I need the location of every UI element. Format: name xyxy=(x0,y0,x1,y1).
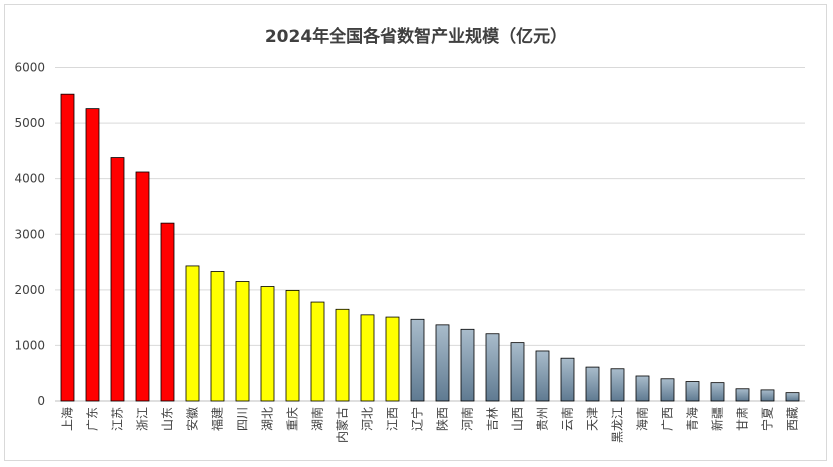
bar xyxy=(135,171,150,402)
bar xyxy=(185,265,200,402)
x-tick-label: 湖南 xyxy=(310,407,325,431)
x-tick-label: 福建 xyxy=(210,407,225,431)
y-tick-label: 0 xyxy=(37,394,45,408)
bar xyxy=(435,324,450,402)
bar xyxy=(710,382,725,402)
bar xyxy=(635,375,650,402)
bar xyxy=(735,388,750,402)
x-tick-label: 浙江 xyxy=(136,407,150,431)
chart-title: 2024年全国各省数智产业规模（亿元） xyxy=(265,26,567,47)
x-tick-label: 陕西 xyxy=(435,407,450,431)
x-tick-label: 江苏 xyxy=(111,407,125,431)
bar xyxy=(360,314,375,402)
bar xyxy=(210,271,225,402)
bar xyxy=(235,281,250,402)
x-tick-label: 宁夏 xyxy=(760,407,775,431)
bar xyxy=(785,392,800,402)
x-tick-label: 黑龙江 xyxy=(611,407,625,443)
x-tick-label: 安徽 xyxy=(185,407,200,431)
y-tick-label: 6000 xyxy=(14,61,45,75)
bar xyxy=(335,308,350,402)
y-tick-label: 3000 xyxy=(14,227,45,241)
bar xyxy=(610,368,625,402)
bar xyxy=(60,93,75,402)
y-tick-label: 1000 xyxy=(14,338,45,352)
bar xyxy=(535,350,550,402)
x-tick-label: 贵州 xyxy=(536,407,550,431)
y-tick-label: 4000 xyxy=(14,172,45,186)
x-tick-label: 吉林 xyxy=(486,407,500,431)
x-tick-label: 河南 xyxy=(460,407,475,431)
x-tick-label: 新疆 xyxy=(710,407,725,431)
bar xyxy=(660,378,675,402)
bar xyxy=(510,342,525,402)
x-tick-label: 重庆 xyxy=(286,407,300,431)
x-tick-label: 湖北 xyxy=(260,407,275,431)
x-tick-label: 云南 xyxy=(560,407,575,431)
x-tick-label: 辽宁 xyxy=(410,407,425,431)
bar xyxy=(285,289,300,402)
y-tick-label: 5000 xyxy=(14,116,45,130)
bar xyxy=(685,381,700,402)
x-tick-label: 天津 xyxy=(586,407,600,431)
x-tick-label: 广东 xyxy=(86,407,100,431)
bars xyxy=(60,93,800,402)
x-tick-label: 山东 xyxy=(161,407,175,431)
y-axis-ticks: 0 1000 2000 3000 4000 5000 6000 xyxy=(14,61,45,409)
x-tick-label: 江西 xyxy=(386,407,400,431)
bar xyxy=(560,357,575,402)
bar xyxy=(160,222,175,402)
bar xyxy=(460,328,475,402)
bar xyxy=(485,333,500,402)
gridlines xyxy=(55,67,805,402)
x-tick-label: 西藏 xyxy=(786,407,800,431)
x-tick-label: 四川 xyxy=(236,407,250,431)
bar xyxy=(310,301,325,402)
y-tick-label: 2000 xyxy=(14,283,45,297)
x-tick-label: 青海 xyxy=(685,407,700,431)
x-tick-label: 海南 xyxy=(635,407,650,431)
x-tick-label: 山西 xyxy=(511,407,525,431)
bar xyxy=(410,318,425,402)
bar xyxy=(760,389,775,402)
x-axis-ticks: 上海 广东 江苏 浙江 山东 安徽 福建 四川 湖北 重庆 湖南 内蒙古 河北 江西 辽宁 陕西 河南 吉林 山西贵… xyxy=(60,407,800,443)
x-tick-label: 广西 xyxy=(661,407,675,431)
bar xyxy=(260,286,275,402)
bar xyxy=(585,366,600,402)
x-tick-label: 内蒙古 xyxy=(335,407,350,443)
bar xyxy=(85,108,100,402)
x-tick-label: 河北 xyxy=(361,407,375,431)
bar xyxy=(385,316,400,402)
x-tick-label: 甘肃 xyxy=(736,407,750,431)
bar xyxy=(110,157,125,402)
x-tick-label: 上海 xyxy=(60,407,75,431)
